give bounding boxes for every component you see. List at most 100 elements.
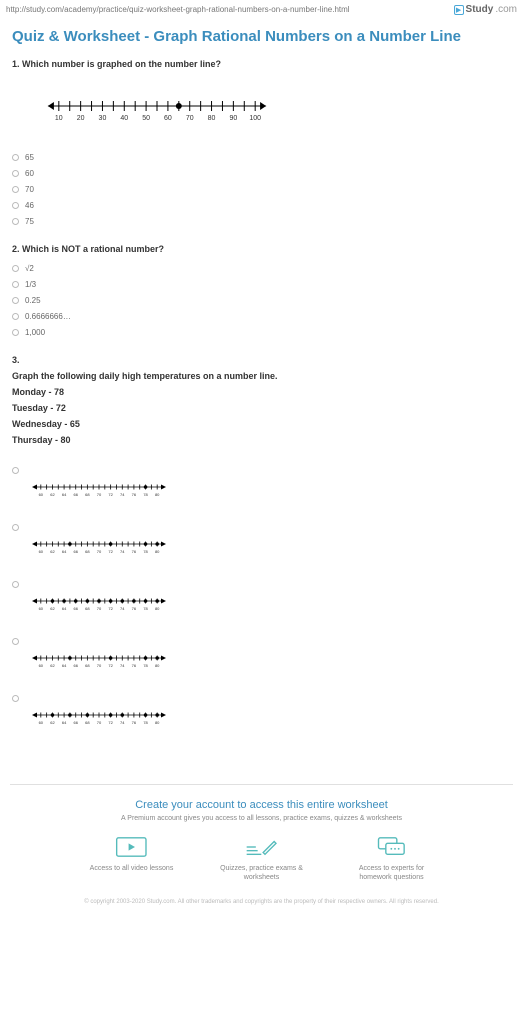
- svg-text:80: 80: [155, 549, 160, 554]
- radio-icon: [12, 695, 19, 702]
- q2-text: 2. Which is NOT a rational number?: [12, 244, 511, 254]
- answer-option[interactable]: √2: [12, 264, 511, 273]
- svg-text:64: 64: [62, 492, 67, 497]
- svg-text:64: 64: [62, 606, 67, 611]
- option-label: 60: [25, 169, 34, 178]
- quiz-content: 1. Which number is graphed on the number…: [0, 53, 523, 764]
- logo-text: Study: [466, 4, 494, 15]
- svg-text:60: 60: [39, 492, 44, 497]
- answer-option[interactable]: 46: [12, 201, 511, 210]
- svg-text:100: 100: [249, 115, 261, 122]
- radio-icon: [12, 154, 19, 161]
- svg-text:72: 72: [108, 720, 113, 725]
- radio-icon: [12, 524, 19, 531]
- radio-icon: [12, 281, 19, 288]
- svg-text:90: 90: [229, 115, 237, 122]
- q2-options: √2 1/3 0.25 0.6666666… 1,000: [12, 264, 511, 337]
- number-line-small: 6062646668707274767880: [29, 593, 169, 616]
- svg-text:62: 62: [50, 663, 55, 668]
- chat-icon: [373, 836, 410, 858]
- answer-option[interactable]: 6062646668707274767880: [12, 524, 511, 559]
- answer-option[interactable]: 65: [12, 153, 511, 162]
- answer-option[interactable]: 60: [12, 169, 511, 178]
- q3-options: 6062646668707274767880606264666870727476…: [12, 467, 511, 730]
- q1-options: 65 60 70 46 75: [12, 153, 511, 226]
- option-label: 0.25: [25, 296, 41, 305]
- option-label: √2: [25, 264, 34, 273]
- svg-text:50: 50: [142, 115, 150, 122]
- svg-text:74: 74: [120, 720, 125, 725]
- footer-icon-quiz[interactable]: Quizzes, practice exams & worksheets: [217, 836, 307, 882]
- answer-option[interactable]: 1/3: [12, 280, 511, 289]
- page-title: Quiz & Worksheet - Graph Rational Number…: [0, 19, 523, 53]
- answer-option[interactable]: 75: [12, 217, 511, 226]
- svg-text:72: 72: [108, 492, 113, 497]
- footer-icon-video[interactable]: Access to all video lessons: [87, 836, 177, 882]
- temp-row: Wednesday - 65: [12, 419, 511, 429]
- svg-text:70: 70: [186, 115, 194, 122]
- svg-text:80: 80: [155, 720, 160, 725]
- question-1: 1. Which number is graphed on the number…: [12, 59, 511, 226]
- svg-text:60: 60: [39, 549, 44, 554]
- option-label: 65: [25, 153, 34, 162]
- answer-option[interactable]: 0.25: [12, 296, 511, 305]
- question-2: 2. Which is NOT a rational number? √2 1/3…: [12, 244, 511, 337]
- copyright: © copyright 2003-2020 Study.com. All oth…: [10, 894, 513, 910]
- svg-text:72: 72: [108, 549, 113, 554]
- number-line-small: 6062646668707274767880: [29, 707, 169, 730]
- svg-text:68: 68: [85, 663, 90, 668]
- option-label: 46: [25, 201, 34, 210]
- number-line-small: 6062646668707274767880: [29, 536, 169, 559]
- svg-text:80: 80: [155, 492, 160, 497]
- radio-icon: [12, 467, 19, 474]
- temp-row: Tuesday - 72: [12, 403, 511, 413]
- answer-option[interactable]: 1,000: [12, 328, 511, 337]
- option-label: 0.6666666…: [25, 312, 71, 321]
- svg-text:60: 60: [39, 720, 44, 725]
- q1-text: 1. Which number is graphed on the number…: [12, 59, 511, 69]
- svg-text:78: 78: [143, 549, 148, 554]
- site-logo[interactable]: ▶ Study.com: [454, 4, 517, 15]
- play-icon: ▶: [454, 5, 464, 15]
- radio-icon: [12, 297, 19, 304]
- q1-number-line: 102030405060708090100: [37, 94, 511, 133]
- radio-icon: [12, 581, 19, 588]
- footer-icon-expert[interactable]: Access to experts for homework questions: [347, 836, 437, 882]
- svg-text:60: 60: [39, 606, 44, 611]
- answer-option[interactable]: 6062646668707274767880: [12, 695, 511, 730]
- pencil-icon: [243, 836, 280, 858]
- svg-text:72: 72: [108, 606, 113, 611]
- svg-text:76: 76: [132, 720, 137, 725]
- answer-option[interactable]: 6062646668707274767880: [12, 638, 511, 673]
- option-label: 1,000: [25, 328, 45, 337]
- footer-icon-label: Quizzes, practice exams & worksheets: [217, 864, 307, 882]
- svg-text:74: 74: [120, 549, 125, 554]
- video-icon: [113, 836, 150, 858]
- svg-text:40: 40: [120, 115, 128, 122]
- svg-text:78: 78: [143, 492, 148, 497]
- answer-option[interactable]: 6062646668707274767880: [12, 581, 511, 616]
- answer-option[interactable]: 70: [12, 185, 511, 194]
- svg-text:62: 62: [50, 492, 55, 497]
- answer-option[interactable]: 6062646668707274767880: [12, 467, 511, 502]
- svg-text:70: 70: [97, 606, 102, 611]
- svg-text:68: 68: [85, 492, 90, 497]
- svg-text:66: 66: [74, 492, 79, 497]
- svg-text:80: 80: [155, 606, 160, 611]
- svg-text:30: 30: [99, 115, 107, 122]
- footer-icons: Access to all video lessons Quizzes, pra…: [10, 836, 513, 882]
- answer-option[interactable]: 0.6666666…: [12, 312, 511, 321]
- q3-num: 3.: [12, 355, 511, 365]
- radio-icon: [12, 186, 19, 193]
- svg-text:66: 66: [74, 549, 79, 554]
- radio-icon: [12, 218, 19, 225]
- svg-text:62: 62: [50, 549, 55, 554]
- footer-icon-label: Access to experts for homework questions: [347, 864, 437, 882]
- svg-text:10: 10: [55, 115, 63, 122]
- svg-text:80: 80: [208, 115, 216, 122]
- radio-icon: [12, 170, 19, 177]
- svg-text:74: 74: [120, 663, 125, 668]
- footer-title: Create your account to access this entir…: [10, 799, 513, 811]
- svg-text:64: 64: [62, 663, 67, 668]
- svg-text:62: 62: [50, 720, 55, 725]
